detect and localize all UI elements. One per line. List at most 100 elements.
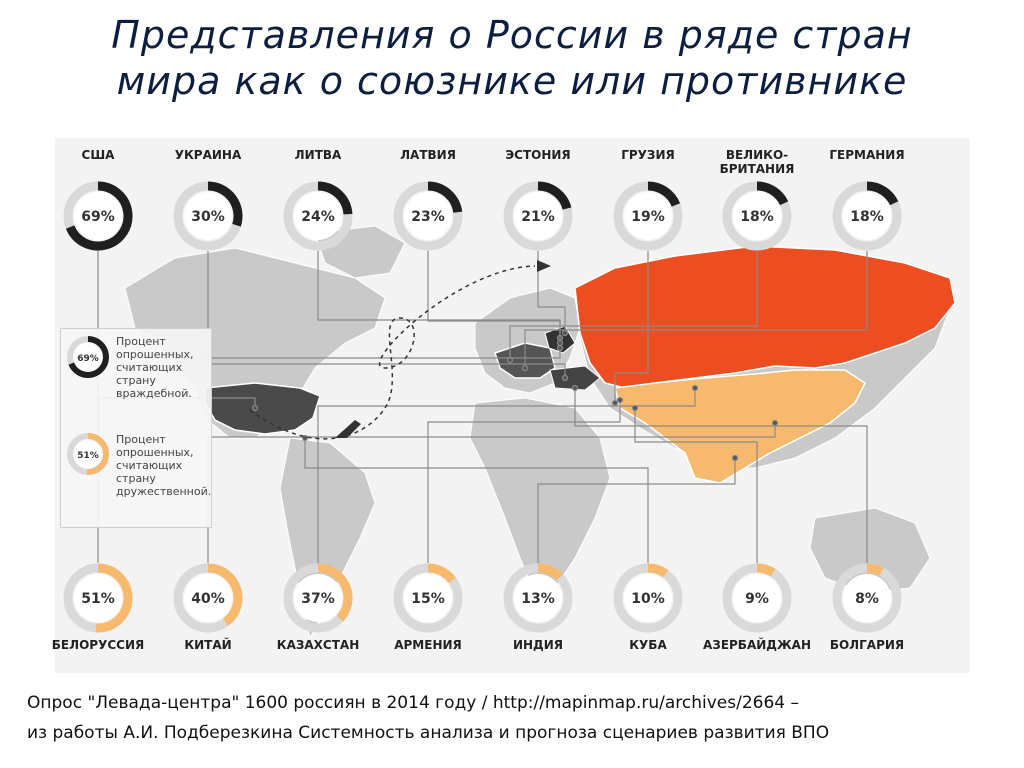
- friend-ring-arc-7: [756, 563, 776, 577]
- friend-percent-label-7: 9%: [745, 591, 769, 607]
- legend-enemy-sample: 69%: [77, 354, 99, 364]
- enemy-ring-arc-4: [427, 181, 463, 214]
- friend-connector-dot-7: [631, 404, 639, 412]
- enemy-country-label-4: ЛАТВИЯ: [400, 148, 456, 162]
- enemy-country-label-1: США: [81, 148, 115, 162]
- friend-ring-inner-3: [294, 574, 342, 622]
- world-map: 69% 30% 24% 23% 21% 19% 18% 18% 51% 40% 37% 15% 13%…: [63, 181, 956, 640]
- enemy-ring-inner-8: [843, 192, 891, 240]
- enemy-connector-dot-5: [561, 329, 569, 337]
- friend-ring-arc-4: [427, 563, 456, 584]
- friend-connector-5: [537, 458, 736, 563]
- friend-ring-3: 37%: [283, 563, 353, 633]
- friend-country-label-6: КУБА: [629, 638, 667, 652]
- friend-ring-arc-8: [866, 563, 884, 576]
- enemy-ring-inner-2: [184, 192, 232, 240]
- friend-ring-inner-5: [514, 574, 562, 622]
- friend-ring-2: 40%: [173, 563, 243, 633]
- friend-percent-label-3: 37%: [301, 591, 335, 607]
- enemy-ring-arc-1: [65, 181, 133, 251]
- enemy-ring-inner-4: [404, 192, 452, 240]
- legend-friend-inner: [74, 440, 102, 468]
- enemy-country-label-6: ГРУЗИЯ: [621, 148, 675, 162]
- enemy-ring-inner-3: [294, 192, 342, 240]
- enemy-ring-arc-8: [866, 181, 899, 206]
- friend-connector-8: [574, 388, 868, 563]
- friend-ring-arc-5: [537, 563, 564, 581]
- enemy-percent-label-7: 18%: [740, 209, 774, 225]
- africa-shape: [469, 397, 611, 594]
- friend-percent-label-8: 8%: [855, 591, 879, 607]
- caption-line-1: Опрос "Левада-центра" 1600 россиян в 201…: [27, 693, 799, 713]
- enemy-percent-label-5: 21%: [521, 209, 555, 225]
- enemy-ring-4: 23%: [393, 181, 463, 251]
- friend-connector-6: [304, 438, 649, 563]
- enemy-percent-label-8: 18%: [850, 209, 884, 225]
- friend-ring-inner-8: [843, 574, 891, 622]
- enemy-country-label-7: ВЕЛИКО- БРИТАНИЯ: [719, 148, 795, 176]
- friend-connector-7: [634, 408, 758, 563]
- caption-line-2: из работы А.И. Подберезкина Системность …: [27, 723, 830, 743]
- friend-rings: 51% 40% 37% 15% 13% 10% 9% 8%: [63, 563, 902, 633]
- friend-country-label-4: АРМЕНИЯ: [394, 638, 462, 652]
- enemy-connector-dot-1: [251, 404, 259, 412]
- friend-percent-label-6: 10%: [631, 591, 665, 607]
- legend-friend-sample: 51%: [77, 451, 99, 461]
- enemy-ring-inner-6: [624, 192, 672, 240]
- enemy-connector-dot-4: [556, 339, 564, 347]
- friend-ring-inner-7: [733, 574, 781, 622]
- enemy-connector-8: [524, 251, 868, 368]
- enemy-ring-5: 21%: [503, 181, 573, 251]
- friend-ring-5: 13%: [503, 563, 573, 633]
- friend-ring-inner-2: [184, 574, 232, 622]
- enemy-connector-4: [427, 251, 561, 343]
- enemy-ring-arc-7: [756, 181, 789, 206]
- friend-country-label-3: КАЗАХСТАН: [276, 638, 360, 652]
- enemy-ring-8: 18%: [832, 181, 902, 251]
- enemy-connector-dot-2: [561, 374, 569, 382]
- friend-connector-dot-5: [731, 454, 739, 462]
- missile-path-arrowhead: [537, 260, 551, 272]
- enemy-ring-6: 19%: [613, 181, 683, 251]
- friend-country-label-2: КИТАЙ: [184, 638, 232, 652]
- enemy-ring-arc-6: [647, 181, 681, 207]
- enemy-ring-7: 18%: [722, 181, 792, 251]
- legend-enemy-arc: [68, 336, 109, 378]
- friend-connector-dot-2: [771, 419, 779, 427]
- friend-connector-4: [427, 400, 621, 563]
- friend-ring-4: 15%: [393, 563, 463, 633]
- friend-ring-6: 10%: [613, 563, 683, 633]
- enemy-connector-7: [509, 251, 758, 360]
- friend-ring-arc-3: [317, 563, 353, 622]
- enemy-percent-label-6: 19%: [631, 209, 665, 225]
- caption: Опрос "Левада-центра" 1600 россиян в 201…: [27, 688, 1007, 748]
- enemy-connector-2: [207, 251, 566, 378]
- friend-connector-dot-3: [691, 384, 699, 392]
- friend-ring-arc-6: [647, 563, 669, 578]
- enemy-connector-6: [614, 251, 649, 403]
- enemy-ring-arc-5: [537, 181, 572, 210]
- friend-ring-1: 51%: [63, 563, 133, 633]
- enemy-country-label-3: ЛИТВА: [294, 148, 342, 162]
- title-line-2: мира как о союзнике или противнике: [116, 59, 908, 103]
- friend-country-label-1: БЕЛОРУССИЯ: [51, 638, 145, 652]
- legend-friend-arc: [86, 432, 110, 475]
- friend-percent-label-5: 13%: [521, 591, 555, 607]
- enemy-country-label-5: ЭСТОНИЯ: [505, 148, 571, 162]
- friend-ring-7: 9%: [722, 563, 792, 633]
- enemy-connector-dot-8: [521, 364, 529, 372]
- enemy-percent-label-2: 30%: [191, 209, 225, 225]
- enemy-connector-dot-6: [611, 399, 619, 407]
- slide-title: Представления о России в ряде стран мира…: [0, 12, 1024, 104]
- friend-connector-dot-4: [616, 396, 624, 404]
- friend-connector-dot-1: [556, 344, 564, 352]
- friend-percent-label-2: 40%: [191, 591, 225, 607]
- ukraine-region: [549, 365, 601, 391]
- enemy-ring-1: 69%: [63, 181, 133, 251]
- enemy-ring-inner-7: [733, 192, 781, 240]
- enemy-ring-3: 24%: [283, 181, 353, 251]
- enemy-ring-inner-1: [74, 192, 122, 240]
- friend-ring-inner-4: [404, 574, 452, 622]
- friend-country-label-5: ИНДИЯ: [512, 638, 564, 652]
- enemy-country-label-8: ГЕРМАНИЯ: [829, 148, 905, 162]
